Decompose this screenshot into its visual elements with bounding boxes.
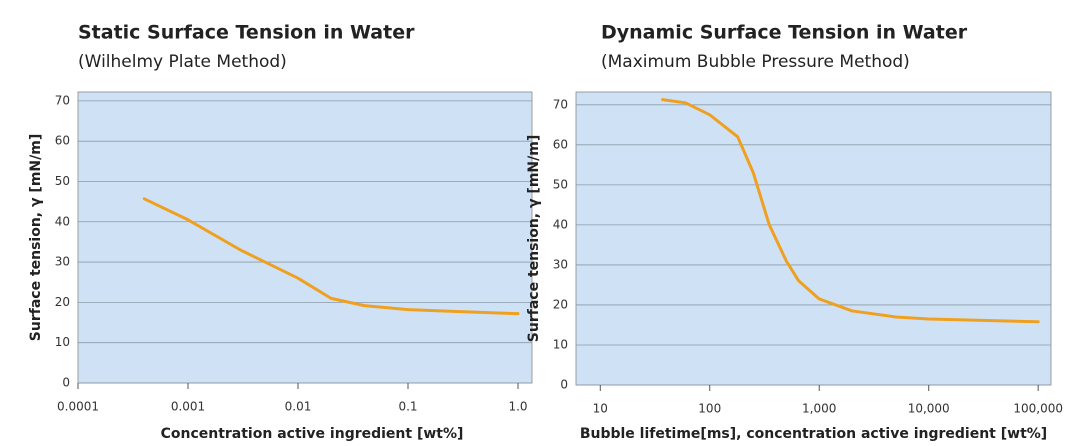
y-tick-label: 30 <box>553 257 568 271</box>
y-tick-label: 0 <box>62 376 70 390</box>
y-tick-label: 10 <box>553 337 568 351</box>
y-tick-label: 60 <box>55 134 70 148</box>
x-tick-label: 1,000 <box>802 402 836 416</box>
y-tick-label: 40 <box>55 214 70 228</box>
x-tick-label: 0.01 <box>285 400 312 414</box>
plot-area <box>575 91 1052 386</box>
y-tick-label: 20 <box>55 295 70 309</box>
y-tick-label: 70 <box>55 93 70 107</box>
chart-subtitle: (Maximum Bubble Pressure Method) <box>601 52 910 72</box>
chart-title: Dynamic Surface Tension in Water <box>601 22 968 44</box>
x-tick-label: 10,000 <box>908 402 950 416</box>
plot-area <box>77 91 533 384</box>
x-tick-label: 0.0001 <box>57 400 99 414</box>
x-axis-label: Concentration active ingredient [wt%] <box>161 426 464 442</box>
y-tick-label: 20 <box>553 297 568 311</box>
y-tick-label: 50 <box>553 177 568 191</box>
x-axis-label: Bubble lifetime[ms], concentration activ… <box>580 426 1047 442</box>
y-tick-label: 40 <box>553 217 568 231</box>
data-line <box>142 197 520 316</box>
y-tick-label: 60 <box>553 137 568 151</box>
x-tick-label: 100 <box>698 402 721 416</box>
chart-title: Static Surface Tension in Water <box>78 22 415 44</box>
x-tick-label: 1.0 <box>508 400 527 414</box>
x-tick-label: 10 <box>593 402 608 416</box>
y-axis-label: Surface tension, γ [mN/m] <box>28 134 44 341</box>
x-tick-label: 0.001 <box>171 400 205 414</box>
x-tick-label: 100,000 <box>1013 402 1063 416</box>
y-tick-label: 70 <box>553 97 568 111</box>
chart-subtitle: (Wilhelmy Plate Method) <box>78 52 287 72</box>
y-axis-label: Surface tension, γ [mN/m] <box>526 135 542 342</box>
data-line <box>660 98 1040 324</box>
y-tick-label: 50 <box>55 174 70 188</box>
x-tick-label: 0.1 <box>398 400 417 414</box>
y-tick-label: 30 <box>55 255 70 269</box>
y-tick-label: 10 <box>55 335 70 349</box>
y-tick-label: 0 <box>560 378 568 392</box>
